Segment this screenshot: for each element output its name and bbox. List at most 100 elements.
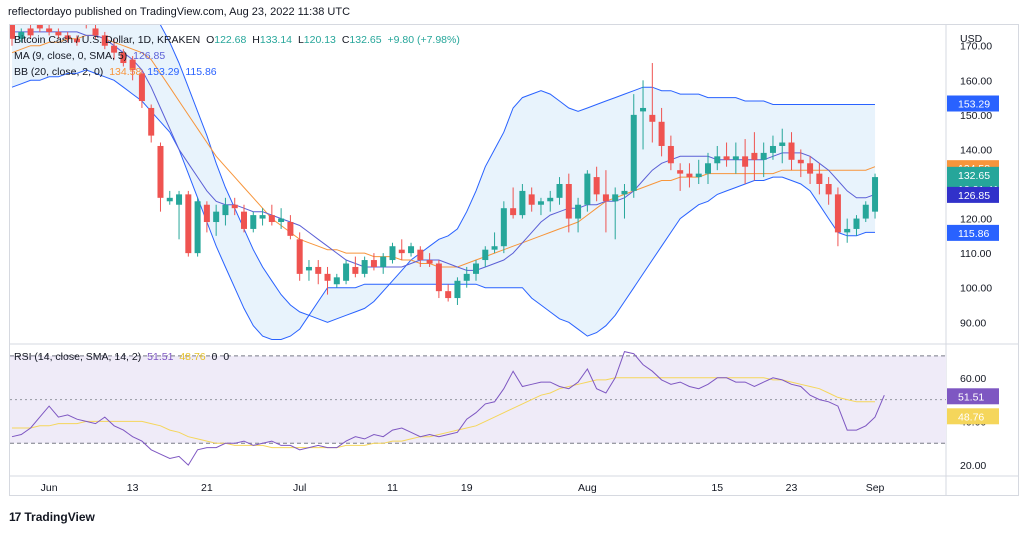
- candle-body: [742, 156, 749, 167]
- candle-body: [695, 173, 702, 178]
- open-value: 122.68: [214, 34, 247, 46]
- bb-basis-value: 134.58: [109, 66, 142, 78]
- candle-body: [816, 173, 823, 184]
- candle-body: [751, 152, 758, 160]
- ma-badge: 126.85: [958, 190, 990, 202]
- candle-body: [547, 197, 554, 202]
- candle-body: [769, 145, 776, 153]
- candle-body: [343, 263, 350, 281]
- candle-body: [435, 263, 442, 292]
- candle-body: [250, 215, 257, 229]
- candle-body: [417, 249, 424, 261]
- ma-label: MA (9, close, 0, SMA, 5): [14, 50, 128, 62]
- time-tick-label: 11: [387, 482, 398, 494]
- candle-body: [807, 163, 814, 174]
- candle-body: [612, 194, 619, 202]
- chart-frame[interactable]: [9, 24, 1019, 496]
- candle-body: [287, 222, 294, 236]
- candle-body: [779, 142, 786, 146]
- candle-body: [797, 159, 804, 164]
- symbol-legend: Bitcoin Cash / U.S. Dollar, 1D, KRAKEN O…: [14, 34, 463, 46]
- bb-fill: [12, 25, 876, 340]
- candle-body: [473, 263, 479, 274]
- price-tick-label: 120.00: [960, 214, 992, 226]
- candle-body: [185, 194, 192, 254]
- candle-body: [64, 35, 71, 39]
- candle-body: [408, 246, 415, 254]
- candle-body: [268, 215, 275, 223]
- candle-body: [677, 170, 684, 174]
- bb-lower-badge-bg: [947, 224, 999, 241]
- candle-body: [630, 114, 637, 191]
- candle-body: [454, 280, 461, 299]
- bb-upper-value: 153.29: [147, 66, 180, 78]
- candle-body: [825, 184, 832, 195]
- candle-body: [528, 194, 535, 205]
- ma-value: 126.85: [133, 50, 166, 62]
- candle-body: [602, 194, 609, 202]
- candle-body: [333, 277, 340, 285]
- candle-body: [788, 142, 795, 160]
- candle-body: [259, 215, 266, 219]
- candle-body: [101, 35, 108, 46]
- candle-body: [148, 107, 155, 136]
- candle-body: [361, 260, 368, 274]
- candle-body: [194, 201, 201, 254]
- time-tick-label: 15: [711, 482, 723, 494]
- candle-body: [46, 28, 53, 32]
- candle-body: [241, 211, 247, 229]
- candle-body: [120, 52, 127, 64]
- symbol-title: Bitcoin Cash / U.S. Dollar, 1D, KRAKEN: [14, 34, 201, 46]
- rsi-ma-value: 48.76: [179, 351, 206, 363]
- candle-body: [463, 273, 470, 281]
- candle-body: [732, 156, 739, 160]
- candle-body: [575, 204, 582, 219]
- candle-body: [760, 152, 767, 160]
- bb-lower-line: [11, 69, 875, 340]
- candle-body: [621, 190, 628, 195]
- tradingview-logo-icon: 17: [9, 510, 21, 524]
- candle-body: [380, 256, 387, 267]
- candle-body: [55, 31, 62, 36]
- candle-body: [537, 201, 544, 205]
- candle-body: [834, 194, 841, 233]
- candle-body: [705, 163, 711, 174]
- open-label: O: [206, 34, 215, 46]
- candle-body: [565, 184, 572, 219]
- candle-body: [166, 197, 173, 202]
- candle-body: [491, 246, 498, 250]
- tradingview-footer[interactable]: 17 TradingView: [9, 510, 95, 524]
- time-tick-label: 19: [461, 482, 473, 494]
- candle-body: [658, 121, 665, 146]
- rsi-badge-bg: [947, 388, 999, 405]
- candle-body: [278, 218, 285, 223]
- candle-body: [352, 266, 359, 274]
- candle-body: [426, 260, 433, 264]
- rsi-ma-badge: 48.76: [958, 411, 984, 423]
- high-label: H: [252, 34, 260, 46]
- bb-lower-badge: 115.86: [958, 228, 989, 240]
- price-tick-label: 90.00: [960, 317, 986, 329]
- candle-body: [157, 145, 164, 198]
- close-value: 132.65: [349, 34, 382, 46]
- candle-body: [315, 266, 322, 274]
- bb-upper-line: [159, 25, 875, 323]
- candle-body: [83, 22, 89, 25]
- bb-basis-line: [11, 34, 876, 268]
- tradingview-brand: TradingView: [24, 510, 95, 524]
- candle-body: [862, 204, 869, 219]
- bb-upper-badge: 153.29: [958, 98, 990, 110]
- rsi-ma-line: [12, 377, 875, 449]
- bb-label: BB (20, close, 2, 0): [14, 66, 104, 78]
- candle-body: [872, 177, 879, 212]
- candle-body: [482, 249, 489, 261]
- candle-body: [27, 28, 34, 36]
- candle-body: [305, 266, 312, 271]
- candle-body: [10, 25, 15, 39]
- candle-body: [18, 31, 25, 39]
- candle-body: [445, 291, 452, 299]
- candle-body: [111, 45, 118, 53]
- bb-lower-value: 115.86: [185, 66, 217, 78]
- last-price-badge: 132.65: [958, 170, 990, 182]
